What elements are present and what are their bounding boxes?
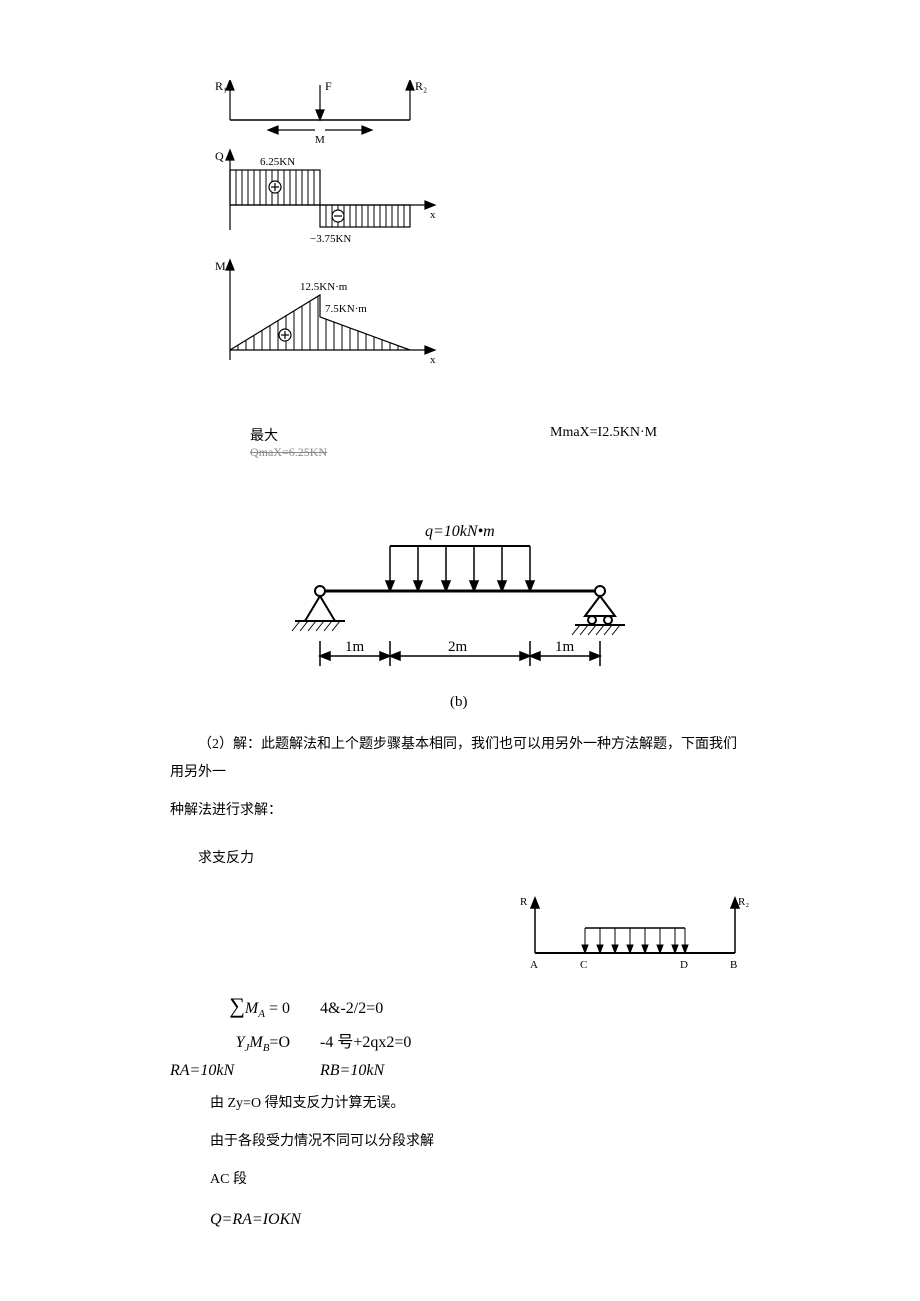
solution-cont: 种解法进行求解： (170, 797, 750, 825)
svg-text:C: C (580, 959, 587, 971)
svg-text:6.25KN: 6.25KN (260, 156, 295, 168)
eq2-right: -4 号+2qx2=0 (320, 1028, 500, 1052)
solution-intro: （2）解：此题解法和上个题步骤基本相同，我们也可以用另外一种方法解题，下面我们用… (170, 731, 750, 787)
svg-text:R₂: R₂ (415, 80, 427, 93)
svg-text:M: M (215, 259, 226, 273)
svg-text:x: x (430, 354, 436, 366)
reaction-title: 求支反力 (170, 845, 750, 873)
svg-text:12.5KN·m: 12.5KN·m (300, 281, 348, 293)
svg-text:F: F (325, 80, 332, 93)
svg-text:−3.75KN: −3.75KN (310, 233, 351, 245)
eq3-right: RB=10kN (320, 1062, 384, 1079)
svg-text:R₂: R₂ (738, 896, 749, 908)
caption-right: MmaX=I2.5KN·M (550, 425, 750, 461)
svg-text:Q: Q (215, 149, 224, 163)
caption-left-sub: QmaX=6.25KN (250, 445, 327, 459)
caption-left: 最大 (250, 429, 278, 444)
beam-diagram-b-svg: q=10kN•m (260, 491, 660, 721)
svg-text:(b): (b) (450, 694, 468, 710)
svg-text:B: B (730, 959, 737, 971)
svg-text:q=10kN•m: q=10kN•m (425, 523, 495, 540)
svg-text:x: x (430, 209, 436, 221)
svg-text:D: D (680, 959, 688, 971)
svg-text:7.5KN·m: 7.5KN·m (325, 303, 367, 315)
fbd-svg: R R₂ A C D B (520, 893, 750, 983)
sigma-symbol: ∑ (229, 993, 245, 1018)
eq1-right: 4&-2/2=0 (320, 1000, 500, 1018)
equation-block: ∑MA = 0 4&-2/2=0 YJMB=O -4 号+2qx2=0 RA=1… (170, 993, 750, 1080)
svg-text:A: A (530, 959, 538, 971)
eq3-left: RA=10kN (170, 1062, 234, 1079)
shear-moment-diagram-svg: R₁ R₂ F M Q (200, 80, 460, 410)
svg-text:R: R (520, 896, 528, 908)
segment-text: 由于各段受力情况不同可以分段求解 (210, 1128, 750, 1156)
q-equation: Q=RA=IOKN (210, 1204, 750, 1236)
ac-text: AC 段 (210, 1166, 750, 1194)
svg-text:1m: 1m (345, 639, 365, 655)
svg-text:2m: 2m (448, 639, 468, 655)
svg-text:R₁: R₁ (215, 80, 227, 93)
svg-text:1m: 1m (555, 639, 575, 655)
svg-text:M: M (315, 134, 325, 146)
verify-text: 由 Zy=O 得知支反力计算无误。 (210, 1090, 750, 1118)
